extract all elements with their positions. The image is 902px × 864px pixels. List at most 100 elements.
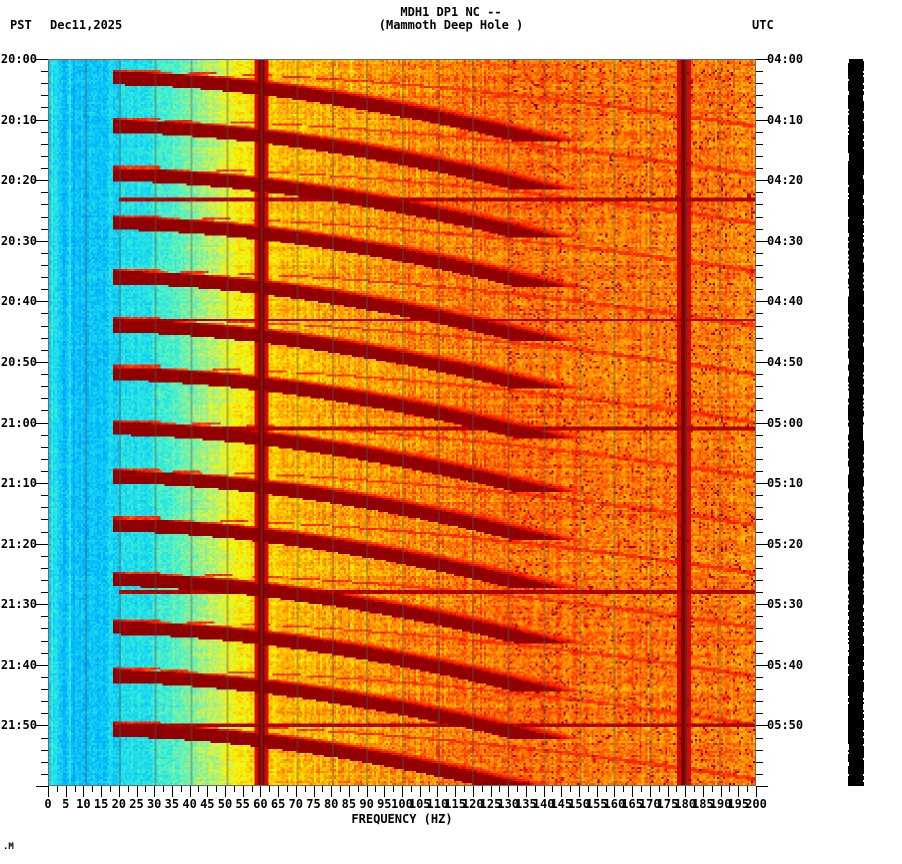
x-axis-tick-label: 75	[306, 797, 321, 811]
x-axis-major-tick	[437, 786, 439, 797]
y-axis-minor-tick	[756, 689, 763, 691]
y-axis-major-tick	[756, 180, 768, 182]
y-axis-tick-label-utc: 04:40	[767, 294, 804, 309]
y-axis-tick-label-utc: 04:30	[767, 233, 804, 248]
y-axis-minor-tick	[756, 628, 763, 630]
y-axis-minor-tick	[756, 83, 763, 85]
y-axis-minor-tick	[756, 749, 763, 751]
x-axis-minor-tick	[694, 786, 696, 792]
x-axis-major-tick	[472, 786, 474, 797]
x-axis-minor-tick	[340, 786, 342, 792]
y-axis-minor-tick	[41, 216, 48, 218]
y-axis-minor-tick	[41, 143, 48, 145]
x-axis-minor-tick	[109, 786, 111, 792]
y-axis-minor-tick	[41, 616, 48, 618]
x-axis-tick-label: 135	[515, 797, 537, 811]
y-axis-major-tick	[756, 59, 768, 60]
y-axis-major-tick	[756, 604, 768, 606]
y-axis-minor-tick	[41, 773, 48, 775]
x-axis-major-tick	[419, 786, 421, 797]
y-axis-minor-tick	[41, 252, 48, 254]
y-axis-minor-tick	[756, 495, 763, 497]
y-axis-minor-tick	[41, 83, 48, 85]
x-axis-major-tick	[118, 786, 120, 797]
y-axis-minor-tick	[756, 519, 763, 521]
x-axis-minor-tick	[304, 786, 306, 792]
y-axis-major-tick	[756, 786, 768, 787]
x-axis-tick-label: 185	[692, 797, 714, 811]
y-axis-minor-tick	[41, 277, 48, 279]
y-axis-minor-tick	[41, 107, 48, 109]
x-axis-tick-label: 170	[638, 797, 661, 811]
y-axis-minor-tick	[41, 325, 48, 327]
y-axis-tick-label-utc: 05:00	[767, 415, 804, 430]
timezone-label-left: PST	[10, 18, 32, 32]
x-axis-tick-label: 155	[585, 797, 608, 811]
x-axis-major-tick	[702, 786, 704, 797]
y-axis-tick-label-pst: 21:20	[0, 536, 37, 551]
y-axis-minor-tick	[41, 701, 48, 703]
y-axis-tick-label-pst: 20:40	[0, 294, 37, 309]
y-axis-major-tick	[36, 786, 48, 787]
y-axis-tick-label-pst: 21:00	[0, 415, 37, 430]
x-axis-tick-label: 110	[426, 797, 449, 811]
y-axis-minor-tick	[756, 277, 763, 279]
y-axis-minor-tick	[41, 640, 48, 642]
x-axis-major-tick	[543, 786, 545, 797]
x-axis-minor-tick	[251, 786, 253, 792]
y-axis-minor-tick	[41, 446, 48, 448]
y-axis-minor-tick	[756, 434, 763, 436]
x-axis-tick-label: 20	[111, 797, 127, 811]
x-axis-minor-tick	[127, 786, 129, 792]
y-axis-minor-tick	[756, 143, 763, 145]
y-axis-tick-label-pst: 21:10	[0, 476, 37, 491]
y-axis-major-tick	[756, 119, 768, 121]
y-axis-minor-tick	[756, 616, 763, 618]
x-axis-major-tick	[171, 786, 173, 797]
y-axis-minor-tick	[756, 470, 763, 472]
x-axis-tick-label: 80	[323, 797, 339, 811]
y-axis-major-tick	[36, 483, 48, 485]
y-axis-major-tick	[756, 483, 768, 485]
x-axis-minor-tick	[552, 786, 554, 792]
y-axis-minor-tick	[41, 168, 48, 170]
x-axis-tick-label: 15	[93, 797, 109, 811]
time-axis-pst: 20:00 20:10 20:20 20:30 20:40 20:50 21:00 21:10…	[0, 52, 48, 788]
y-axis-minor-tick	[41, 374, 48, 376]
y-axis-major-tick	[756, 664, 768, 666]
x-axis-major-tick	[490, 786, 492, 797]
x-axis-major-tick	[331, 786, 333, 797]
y-axis-minor-tick	[756, 737, 763, 739]
time-axis-utc: 04:00 04:10 04:20 04:30 04:40 04:50 05:00 05:10…	[756, 52, 816, 788]
y-axis-minor-tick	[41, 652, 48, 654]
x-axis-tick-label: 165	[621, 797, 643, 811]
x-axis-major-tick	[525, 786, 527, 797]
y-axis-minor-tick	[756, 107, 763, 109]
y-axis-minor-tick	[41, 289, 48, 291]
y-axis-tick-label-pst: 20:50	[0, 354, 37, 369]
x-axis-major-tick	[402, 786, 403, 797]
y-axis-minor-tick	[756, 386, 763, 388]
x-axis-tick-label: 45	[200, 797, 215, 811]
x-axis-tick-label: 60	[253, 797, 268, 811]
x-axis-major-tick	[561, 786, 563, 797]
spectrogram-plot-area[interactable]	[48, 59, 756, 786]
y-axis-tick-label-utc: 05:10	[767, 476, 804, 491]
y-axis-minor-tick	[41, 531, 48, 533]
x-axis-tick-label: 115	[444, 797, 466, 811]
y-axis-major-tick	[36, 240, 48, 242]
x-axis-minor-tick	[216, 786, 218, 792]
y-axis-minor-tick	[41, 204, 48, 206]
y-axis-minor-tick	[41, 95, 48, 97]
x-axis-tick-label: 50	[217, 797, 233, 811]
x-axis-major-tick	[225, 786, 226, 797]
x-axis-minor-tick	[74, 786, 76, 792]
y-axis-minor-tick	[41, 628, 48, 630]
spectrogram-image	[49, 60, 755, 785]
y-axis-minor-tick	[41, 337, 48, 339]
y-axis-minor-tick	[756, 640, 763, 642]
y-axis-minor-tick	[756, 71, 763, 73]
x-axis-major-tick	[278, 786, 280, 797]
x-axis-major-tick	[649, 786, 651, 797]
x-axis-minor-tick	[286, 786, 288, 792]
